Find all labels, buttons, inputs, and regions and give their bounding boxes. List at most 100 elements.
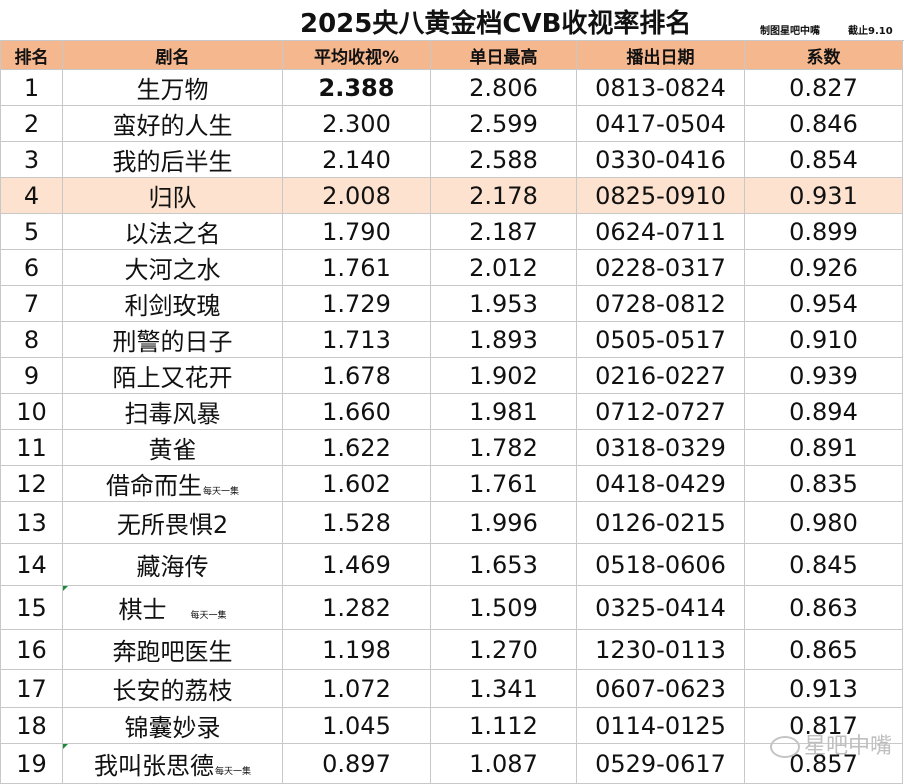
name-cell: 利剑玫瑰 [62,285,283,322]
peak-cell: 1.996 [430,501,577,544]
avg-cell: 1.713 [282,321,431,358]
peak-cell: 1.761 [430,465,577,502]
table-row: 2 蛮好的人生 2.300 2.599 0417-0504 0.846 [0,105,903,142]
table-header-row: 排名 剧名 平均收视% 单日最高 播出日期 系数 [0,40,903,70]
drama-name: 借命而生 [105,472,202,500]
table-row: 9 陌上又花开 1.678 1.902 0216-0227 0.939 [0,357,903,394]
dates-cell: 0417-0504 [576,105,745,142]
avg-cell: 2.008 [282,177,431,214]
rank-cell: 5 [0,213,63,250]
rank-cell: 2 [0,105,63,142]
drama-name: 我叫张思德 [93,752,214,780]
table-row: 8 刑警的日子 1.713 1.893 0505-0517 0.910 [0,321,903,358]
rank-cell: 16 [0,629,63,670]
dates-cell: 0607-0623 [576,669,745,708]
peak-cell: 1.112 [430,707,577,744]
dates-cell: 0330-0416 [576,141,745,178]
dates-cell: 0712-0727 [576,393,745,430]
drama-name: 扫毒风暴 [124,400,221,428]
table-row: 10 扫毒风暴 1.660 1.981 0712-0727 0.894 [0,393,903,430]
credit-date: 截止9.10 [848,26,893,37]
dates-cell: 0529-0617 [576,743,745,784]
avg-cell: 1.282 [282,585,431,630]
avg-cell: 1.678 [282,357,431,394]
peak-cell: 1.087 [430,743,577,784]
name-cell: 归队 [62,177,283,214]
peak-cell: 1.509 [430,585,577,630]
drama-name: 刑警的日子 [112,328,233,356]
name-cell: 生万物 [62,69,283,106]
drama-note: 每天一集 [214,767,251,777]
table-row: 11 黄雀 1.622 1.782 0318-0329 0.891 [0,429,903,466]
coef-cell: 0.894 [744,393,903,430]
rank-cell: 10 [0,393,63,430]
rank-cell: 4 [0,177,63,214]
name-cell: 我的后半生 [62,141,283,178]
drama-note: 每天一集 [202,487,239,497]
rank-cell: 1 [0,69,63,106]
peak-cell: 2.178 [430,177,577,214]
name-cell: 长安的荔枝 [62,669,283,708]
table-row: 14 藏海传 1.469 1.653 0518-0606 0.845 [0,543,903,586]
weibo-icon [770,736,800,758]
page-title: 2025央八黄金档CVB收视率排名 [300,9,692,39]
drama-name: 锦囊妙录 [124,714,221,742]
name-cell: 棋士 每天一集 [62,585,283,630]
avg-cell: 1.660 [282,393,431,430]
drama-name: 长安的荔枝 [112,677,233,705]
table-row: 19 我叫张思德每天一集 0.897 1.087 0529-0617 0.857 [0,743,903,784]
table-row: 18 锦囊妙录 1.045 1.112 0114-0125 0.817 [0,707,903,744]
title-row: 2025央八黄金档CVB收视率排名 制图星吧中嘴 截止9.10 [0,0,904,41]
table-row: 12 借命而生每天一集 1.602 1.761 0418-0429 0.835 [0,465,903,502]
avg-cell: 1.790 [282,213,431,250]
peak-cell: 1.902 [430,357,577,394]
peak-cell: 1.981 [430,393,577,430]
avg-cell: 1.761 [282,249,431,286]
name-cell: 陌上又花开 [62,357,283,394]
drama-name: 黄雀 [148,436,197,464]
avg-cell: 1.622 [282,429,431,466]
coef-cell: 0.817 [744,707,903,744]
dates-cell: 0114-0125 [576,707,745,744]
drama-name: 以法之名 [124,220,221,248]
coef-cell: 0.980 [744,501,903,544]
avg-cell: 1.072 [282,669,431,708]
rank-cell: 19 [0,743,63,784]
table-row: 17 长安的荔枝 1.072 1.341 0607-0623 0.913 [0,669,903,708]
name-cell: 黄雀 [62,429,283,466]
coef-cell: 0.931 [744,177,903,214]
name-cell: 无所畏惧2 [62,501,283,544]
drama-name: 生万物 [136,76,209,104]
table-row: 13 无所畏惧2 1.528 1.996 0126-0215 0.980 [0,501,903,544]
dates-cell: 0518-0606 [576,543,745,586]
name-cell: 蛮好的人生 [62,105,283,142]
ratings-table: 排名 剧名 平均收视% 单日最高 播出日期 系数 1 生万物 2.388 2.806 0… [0,40,903,784]
rank-cell: 3 [0,141,63,178]
dates-cell: 0318-0329 [576,429,745,466]
comment-marker [63,586,68,591]
name-cell: 扫毒风暴 [62,393,283,430]
coef-cell: 0.846 [744,105,903,142]
drama-name: 奔跑吧医生 [112,638,233,666]
name-cell: 藏海传 [62,543,283,586]
watermark-text: 星吧中嘴 [804,734,893,759]
watermark: 星吧中嘴 [770,728,892,760]
credit-maker: 制图星吧中嘴 [760,26,820,37]
peak-cell: 2.012 [430,249,577,286]
drama-name: 藏海传 [136,553,209,581]
dates-cell: 0505-0517 [576,321,745,358]
header-dates: 播出日期 [576,40,745,70]
coef-cell: 0.913 [744,669,903,708]
rank-cell: 13 [0,501,63,544]
avg-cell: 2.140 [282,141,431,178]
drama-name: 陌上又花开 [112,364,233,392]
header-avg: 平均收视% [282,40,431,70]
dates-cell: 0624-0711 [576,213,745,250]
name-cell: 以法之名 [62,213,283,250]
header-name: 剧名 [62,40,283,70]
coef-cell: 0.910 [744,321,903,358]
name-cell: 奔跑吧医生 [62,629,283,670]
rank-cell: 14 [0,543,63,586]
drama-name: 归队 [148,184,197,212]
coef-cell: 0.827 [744,69,903,106]
